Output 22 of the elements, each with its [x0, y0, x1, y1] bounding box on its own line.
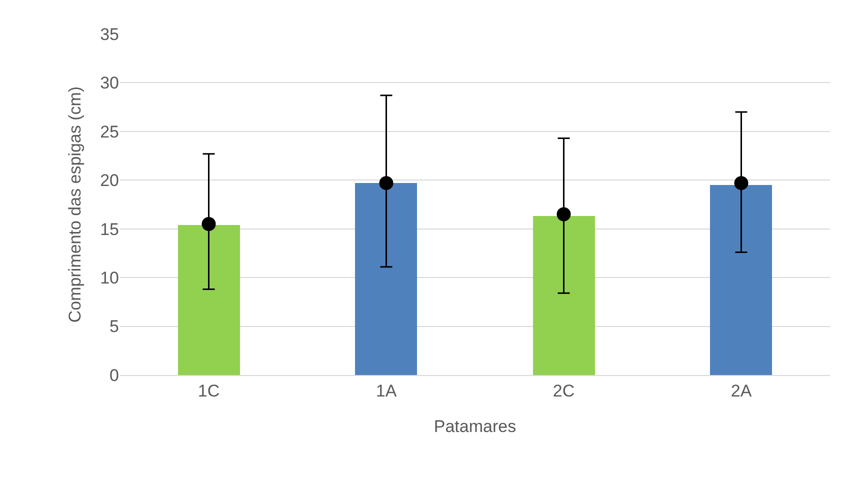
x-tick-label: 1C — [198, 381, 220, 400]
point — [556, 207, 571, 222]
y-tick-label: 35 — [100, 24, 119, 44]
x-axis-title: Patamares — [434, 416, 516, 436]
point — [734, 176, 748, 190]
y-axis-title: Comprimento das espigas (cm) — [66, 86, 85, 323]
x-tick-label: 2A — [730, 381, 752, 400]
bar — [355, 183, 417, 375]
bar — [710, 185, 772, 375]
x-tick-label: 2C — [552, 381, 575, 400]
bar — [178, 225, 240, 375]
y-tick-label: 5 — [110, 317, 119, 336]
y-tick-label: 25 — [100, 122, 119, 142]
bar — [533, 216, 595, 375]
y-tick-label: 20 — [100, 171, 119, 190]
y-tick-label: 15 — [100, 220, 119, 239]
y-tick-label: 30 — [100, 74, 119, 93]
x-tick-label: 1A — [376, 381, 398, 400]
point — [379, 176, 394, 190]
point — [202, 216, 216, 231]
y-tick-label: 0 — [110, 366, 119, 385]
y-tick-label: 10 — [100, 268, 119, 288]
